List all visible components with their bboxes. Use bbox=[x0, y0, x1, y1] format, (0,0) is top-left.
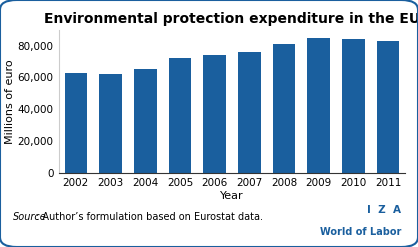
Text: World of Labor: World of Labor bbox=[320, 227, 401, 237]
Bar bbox=[342, 39, 364, 173]
Bar bbox=[204, 55, 226, 173]
Bar bbox=[308, 38, 330, 173]
Text: : Author’s formulation based on Eurostat data.: : Author’s formulation based on Eurostat… bbox=[36, 212, 263, 222]
X-axis label: Year: Year bbox=[220, 190, 244, 201]
Title: Environmental protection expenditure in the EU: Environmental protection expenditure in … bbox=[44, 12, 418, 26]
Bar bbox=[238, 52, 260, 173]
Bar bbox=[273, 44, 295, 173]
Bar bbox=[377, 41, 399, 173]
Bar bbox=[99, 74, 122, 173]
Y-axis label: Millions of euro: Millions of euro bbox=[5, 59, 15, 144]
Text: Source: Source bbox=[13, 212, 46, 222]
Bar bbox=[65, 73, 87, 173]
Bar bbox=[134, 69, 156, 173]
Text: I  Z  A: I Z A bbox=[367, 205, 401, 215]
Bar bbox=[169, 58, 191, 173]
